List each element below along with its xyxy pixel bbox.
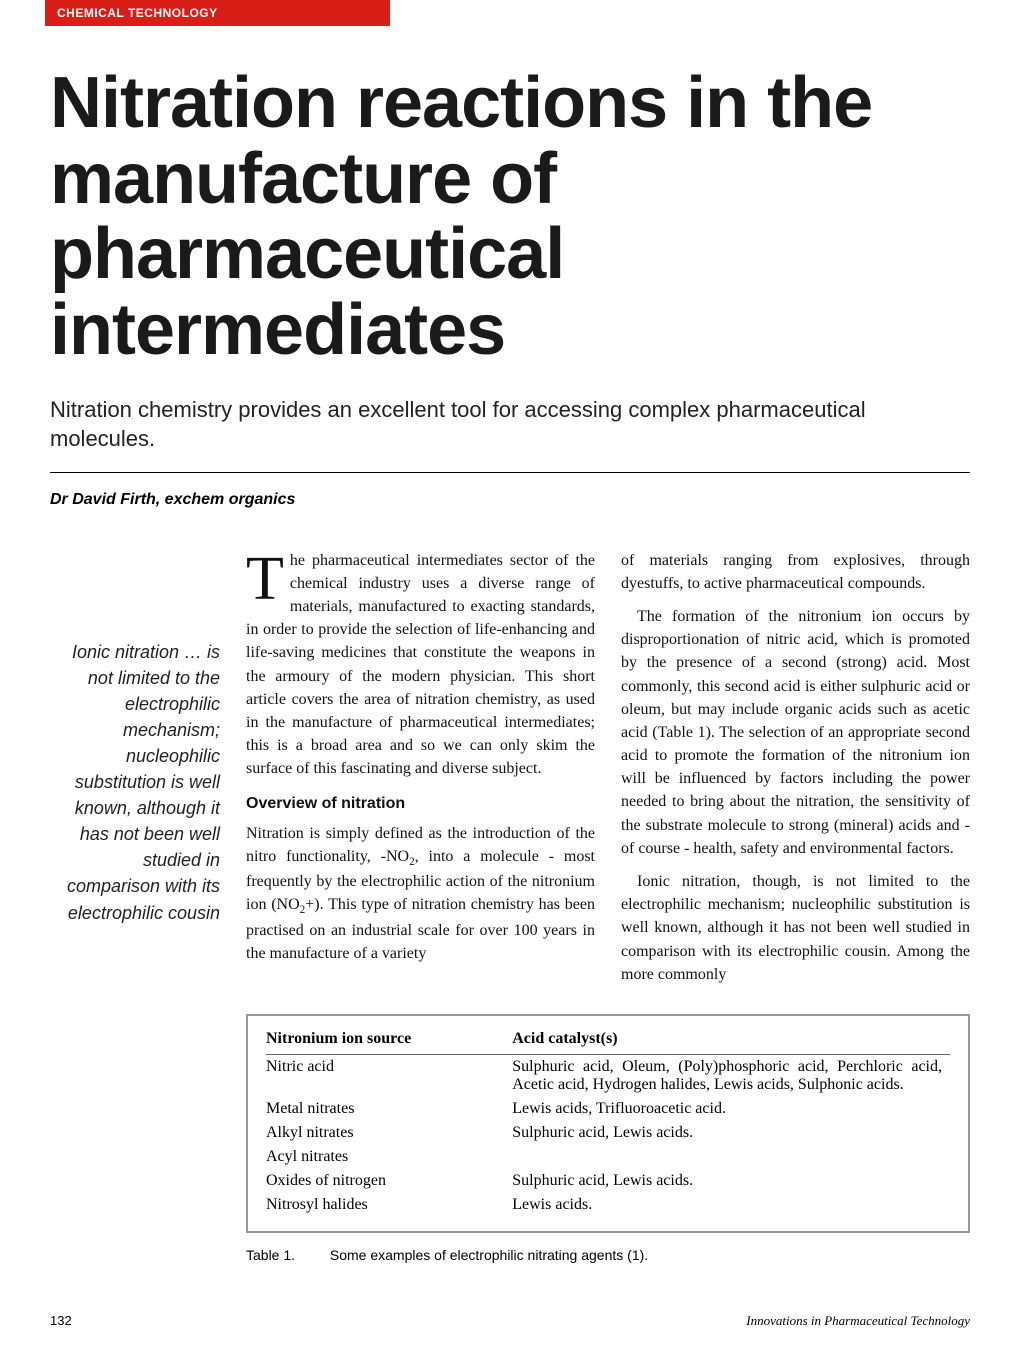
article-content: Nitration reactions in the manufacture o… [0,26,1020,1283]
table-cell-source: Acyl nitrates [266,1145,512,1169]
table-row: Acyl nitrates [266,1145,950,1169]
table-row: Metal nitratesLewis acids, Trifluoroacet… [266,1097,950,1121]
page-number: 132 [50,1313,72,1329]
table-row: Oxides of nitrogenSulphuric acid, Lewis … [266,1169,950,1193]
table-body: Nitric acidSulphuric acid, Oleum, (Poly)… [266,1054,950,1217]
col2-p2: The formation of the nitronium ion occur… [621,605,970,860]
overview-paragraph: Nitration is simply defined as the intro… [246,822,595,966]
table-cell-source: Alkyl nitrates [266,1121,512,1145]
table-1-caption: Table 1. Some examples of electrophilic … [246,1247,970,1263]
publication-name: Innovations in Pharmaceutical Technology [746,1313,970,1329]
col2-p3: Ionic nitration, though, is not limited … [621,870,970,986]
table-cell-source: Nitric acid [266,1054,512,1097]
category-label: CHEMICAL TECHNOLOGY [45,0,390,26]
table-header-source: Nitronium ion source [266,1026,512,1055]
caption-label: Table 1. [246,1247,326,1263]
article-subtitle: Nitration chemistry provides an excellen… [50,396,970,453]
table-cell-catalyst: Sulphuric acid, Lewis acids. [512,1121,950,1145]
table-row: Nitric acidSulphuric acid, Oleum, (Poly)… [266,1054,950,1097]
table-1-box: Nitronium ion source Acid catalyst(s) Ni… [246,1014,970,1233]
article-title: Nitration reactions in the manufacture o… [50,66,970,368]
table-cell-source: Nitrosyl halides [266,1193,512,1217]
table-cell-catalyst: Sulphuric acid, Lewis acids. [512,1169,950,1193]
table-row: Nitrosyl halidesLewis acids. [266,1193,950,1217]
table-cell-catalyst: Lewis acids, Trifluoroacetic acid. [512,1097,950,1121]
col2-p1: of materials ranging from explosives, th… [621,549,970,595]
table-cell-catalyst: Sulphuric acid, Oleum, (Poly)phosphoric … [512,1054,950,1097]
pullquote: Ionic nitration … is not limited to the … [50,549,220,996]
intro-paragraph: The pharmaceutical intermediates sector … [246,549,595,781]
intro-text: he pharmaceutical intermediates sector o… [246,552,595,778]
table-cell-source: Metal nitrates [266,1097,512,1121]
table-row: Alkyl nitratesSulphuric acid, Lewis acid… [266,1121,950,1145]
dropcap: T [246,549,290,606]
table-1: Nitronium ion source Acid catalyst(s) Ni… [266,1026,950,1217]
table-1-wrap: Nitronium ion source Acid catalyst(s) Ni… [246,1014,970,1263]
column-2: of materials ranging from explosives, th… [621,549,970,996]
page-footer: 132 Innovations in Pharmaceutical Techno… [0,1283,1020,1349]
author-byline: Dr David Firth, exchem organics [50,491,970,509]
column-1: The pharmaceutical intermediates sector … [246,549,595,996]
section-heading: Overview of nitration [246,792,595,815]
table-cell-catalyst [512,1145,950,1169]
caption-text: Some examples of electrophilic nitrating… [330,1247,648,1263]
table-cell-source: Oxides of nitrogen [266,1169,512,1193]
divider-rule [50,472,970,473]
table-header-catalyst: Acid catalyst(s) [512,1026,950,1055]
table-cell-catalyst: Lewis acids. [512,1193,950,1217]
body-grid: Ionic nitration … is not limited to the … [50,549,970,1263]
table-header-row: Nitronium ion source Acid catalyst(s) [266,1026,950,1055]
